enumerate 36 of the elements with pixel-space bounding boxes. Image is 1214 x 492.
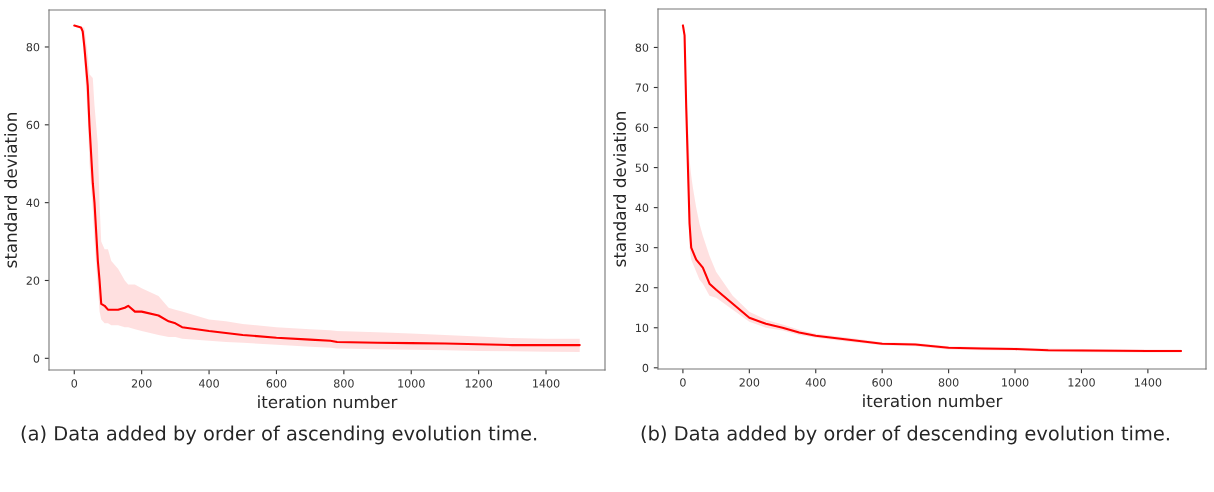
y-tick-label: 60	[635, 123, 649, 132]
text: (a) Data added by order of ascending evolution time.	[21, 425, 537, 445]
x-tick-label: 1400	[533, 379, 560, 388]
y-tick-label: 60	[26, 120, 40, 130]
y-axis-title: standard deviation	[4, 113, 18, 268]
y-tick-label: 70	[635, 83, 649, 92]
x-tick-label: 0	[680, 378, 686, 387]
x-tick-label: 1000	[1002, 378, 1029, 387]
x-tick-label: 0	[71, 379, 78, 388]
y-tick-label: 40	[26, 198, 40, 208]
x-tick-label: 400	[199, 379, 219, 388]
x-tick-label: 1200	[1068, 378, 1095, 387]
y-tick-label: 20	[635, 283, 649, 293]
y-tick-label: 0	[642, 363, 649, 373]
x-tick-label: 800	[334, 379, 354, 388]
y-tick-label: 40	[635, 203, 649, 212]
x-tick-label: 600	[872, 378, 893, 387]
x-axis-title: iteration number	[863, 394, 1003, 408]
x-tick-label: 1200	[465, 379, 493, 388]
x-tick-label: 1400	[1134, 378, 1162, 387]
x-tick-label: 600	[266, 379, 287, 388]
x-tick-label: 1000	[398, 379, 425, 388]
x-axis-title: iteration number	[258, 395, 398, 409]
y-tick-label: 10	[636, 323, 649, 333]
text: (b) Data added by order of descending evolution time.	[641, 425, 1169, 445]
y-axis-title: standard deviation	[613, 112, 627, 267]
y-tick-label: 20	[26, 276, 40, 285]
x-tick-label: 200	[739, 378, 760, 387]
x-tick-label: 800	[938, 378, 959, 387]
y-tick-label: 80	[26, 42, 40, 52]
y-tick-label: 50	[635, 163, 649, 172]
x-tick-label: 400	[805, 378, 826, 387]
y-tick-label: 30	[635, 243, 649, 253]
y-tick-label: 0	[33, 354, 40, 363]
x-tick-label: 200	[131, 379, 152, 388]
y-tick-label: 80	[635, 43, 649, 52]
